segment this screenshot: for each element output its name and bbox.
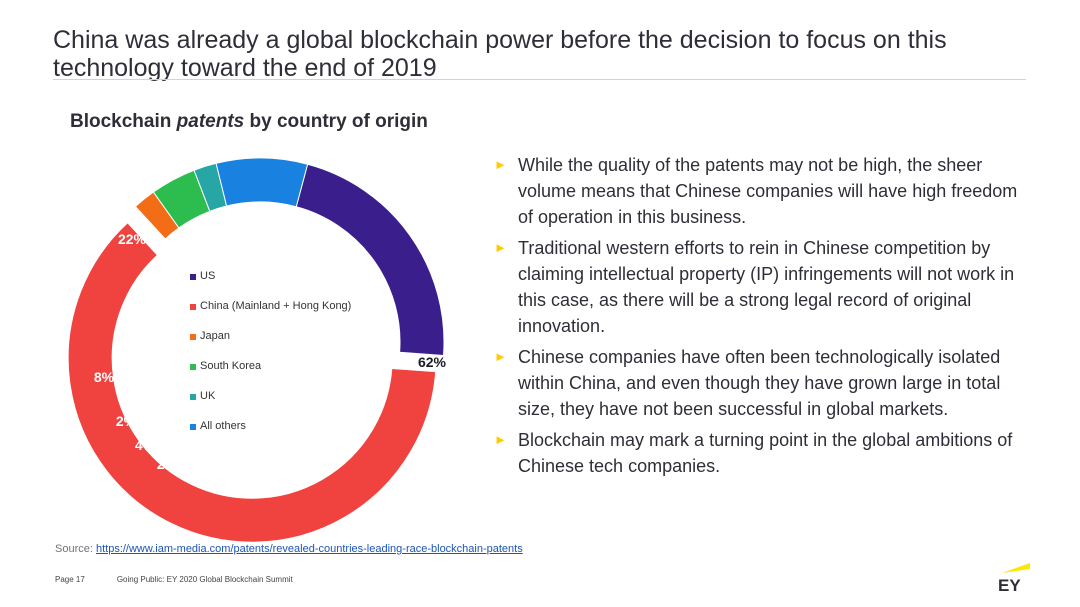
triangle-bullet-icon: ► [494, 349, 507, 364]
triangle-bullet-icon: ► [494, 240, 507, 255]
title-divider [53, 79, 1026, 80]
triangle-bullet-icon: ► [494, 157, 507, 172]
legend-swatch [190, 364, 196, 370]
chart-heading: Blockchain patents by country of origin [70, 111, 428, 133]
slice-all-others [215, 157, 309, 208]
chart-heading-emphasis: patents [176, 111, 245, 132]
legend-swatch [190, 304, 196, 310]
footer: Page 17 Going Public: EY 2020 Global Bloc… [55, 575, 293, 584]
ey-logo-text: EY [998, 576, 1021, 593]
legend-swatch [190, 394, 196, 400]
slice-label-us: 22% [118, 231, 147, 247]
chart-legend: US China (Mainland + Hong Kong) Japan South… [190, 270, 351, 450]
ey-logo-beam [1002, 563, 1030, 573]
legend-item-us: US [190, 270, 351, 300]
donut-slice-labels: 22%62%2%4%2%8% [94, 231, 447, 472]
source-link[interactable]: https://www.iam-media.com/patents/reveal… [95, 543, 523, 555]
slice-label-japan: 2% [157, 456, 178, 472]
legend-item-japan: Japan [190, 330, 351, 360]
slice-us [295, 163, 445, 357]
bullet-text: Blockchain may mark a turning point in t… [518, 430, 1013, 476]
source-note: Source: https://www.iam-media.com/patent… [55, 543, 523, 555]
slice-china-mainland-hong-kong [67, 222, 437, 543]
slice-label-south-korea: 4% [135, 437, 156, 453]
ey-logo-icon: EY [998, 563, 1030, 593]
bullet-item: ► Chinese companies have often been techn… [494, 344, 1022, 422]
bullet-item: ► While the quality of the patents may no… [494, 152, 1022, 230]
footer-document-title: Going Public: EY 2020 Global Blockchain … [116, 575, 293, 584]
chart-heading-suffix: by country of origin [244, 111, 428, 132]
legend-label: UK [200, 390, 216, 402]
slice-label-china-mainland-hong-kong: 62% [418, 354, 447, 370]
bullet-item: ► Blockchain may mark a turning point in … [494, 427, 1022, 479]
source-label: Source: [55, 543, 96, 555]
legend-item-china-mainland-hong-kong: China (Mainland + Hong Kong) [190, 300, 351, 330]
triangle-bullet-icon: ► [494, 432, 507, 447]
bullet-text: Traditional western efforts to rein in C… [518, 238, 1015, 336]
slide-title: China was already a global blockchain po… [53, 26, 947, 82]
legend-swatch [190, 274, 196, 280]
legend-label: South Korea [200, 360, 262, 372]
bullet-text: While the quality of the patents may not… [518, 155, 1018, 227]
slice-label-uk: 2% [116, 413, 137, 429]
page-number: Page 17 [55, 575, 85, 584]
legend-label: All others [200, 420, 246, 432]
bullet-item: ► Traditional western efforts to rein in … [494, 235, 1022, 339]
bullet-text: Chinese companies have often been techno… [518, 347, 1001, 419]
donut-slices [67, 157, 445, 543]
legend-label: US [200, 270, 216, 282]
legend-swatch [190, 424, 196, 430]
chart-heading-prefix: Blockchain [70, 111, 177, 132]
legend-label: China (Mainland + Hong Kong) [200, 300, 352, 312]
legend-label: Japan [200, 330, 230, 342]
key-points-list: ► While the quality of the patents may no… [494, 152, 1022, 484]
legend-item-all-others: All others [190, 420, 351, 450]
slice-label-all-others: 8% [94, 369, 115, 385]
legend-item-south-korea: South Korea [190, 360, 351, 390]
legend-swatch [190, 334, 196, 340]
legend-item-uk: UK [190, 390, 351, 420]
